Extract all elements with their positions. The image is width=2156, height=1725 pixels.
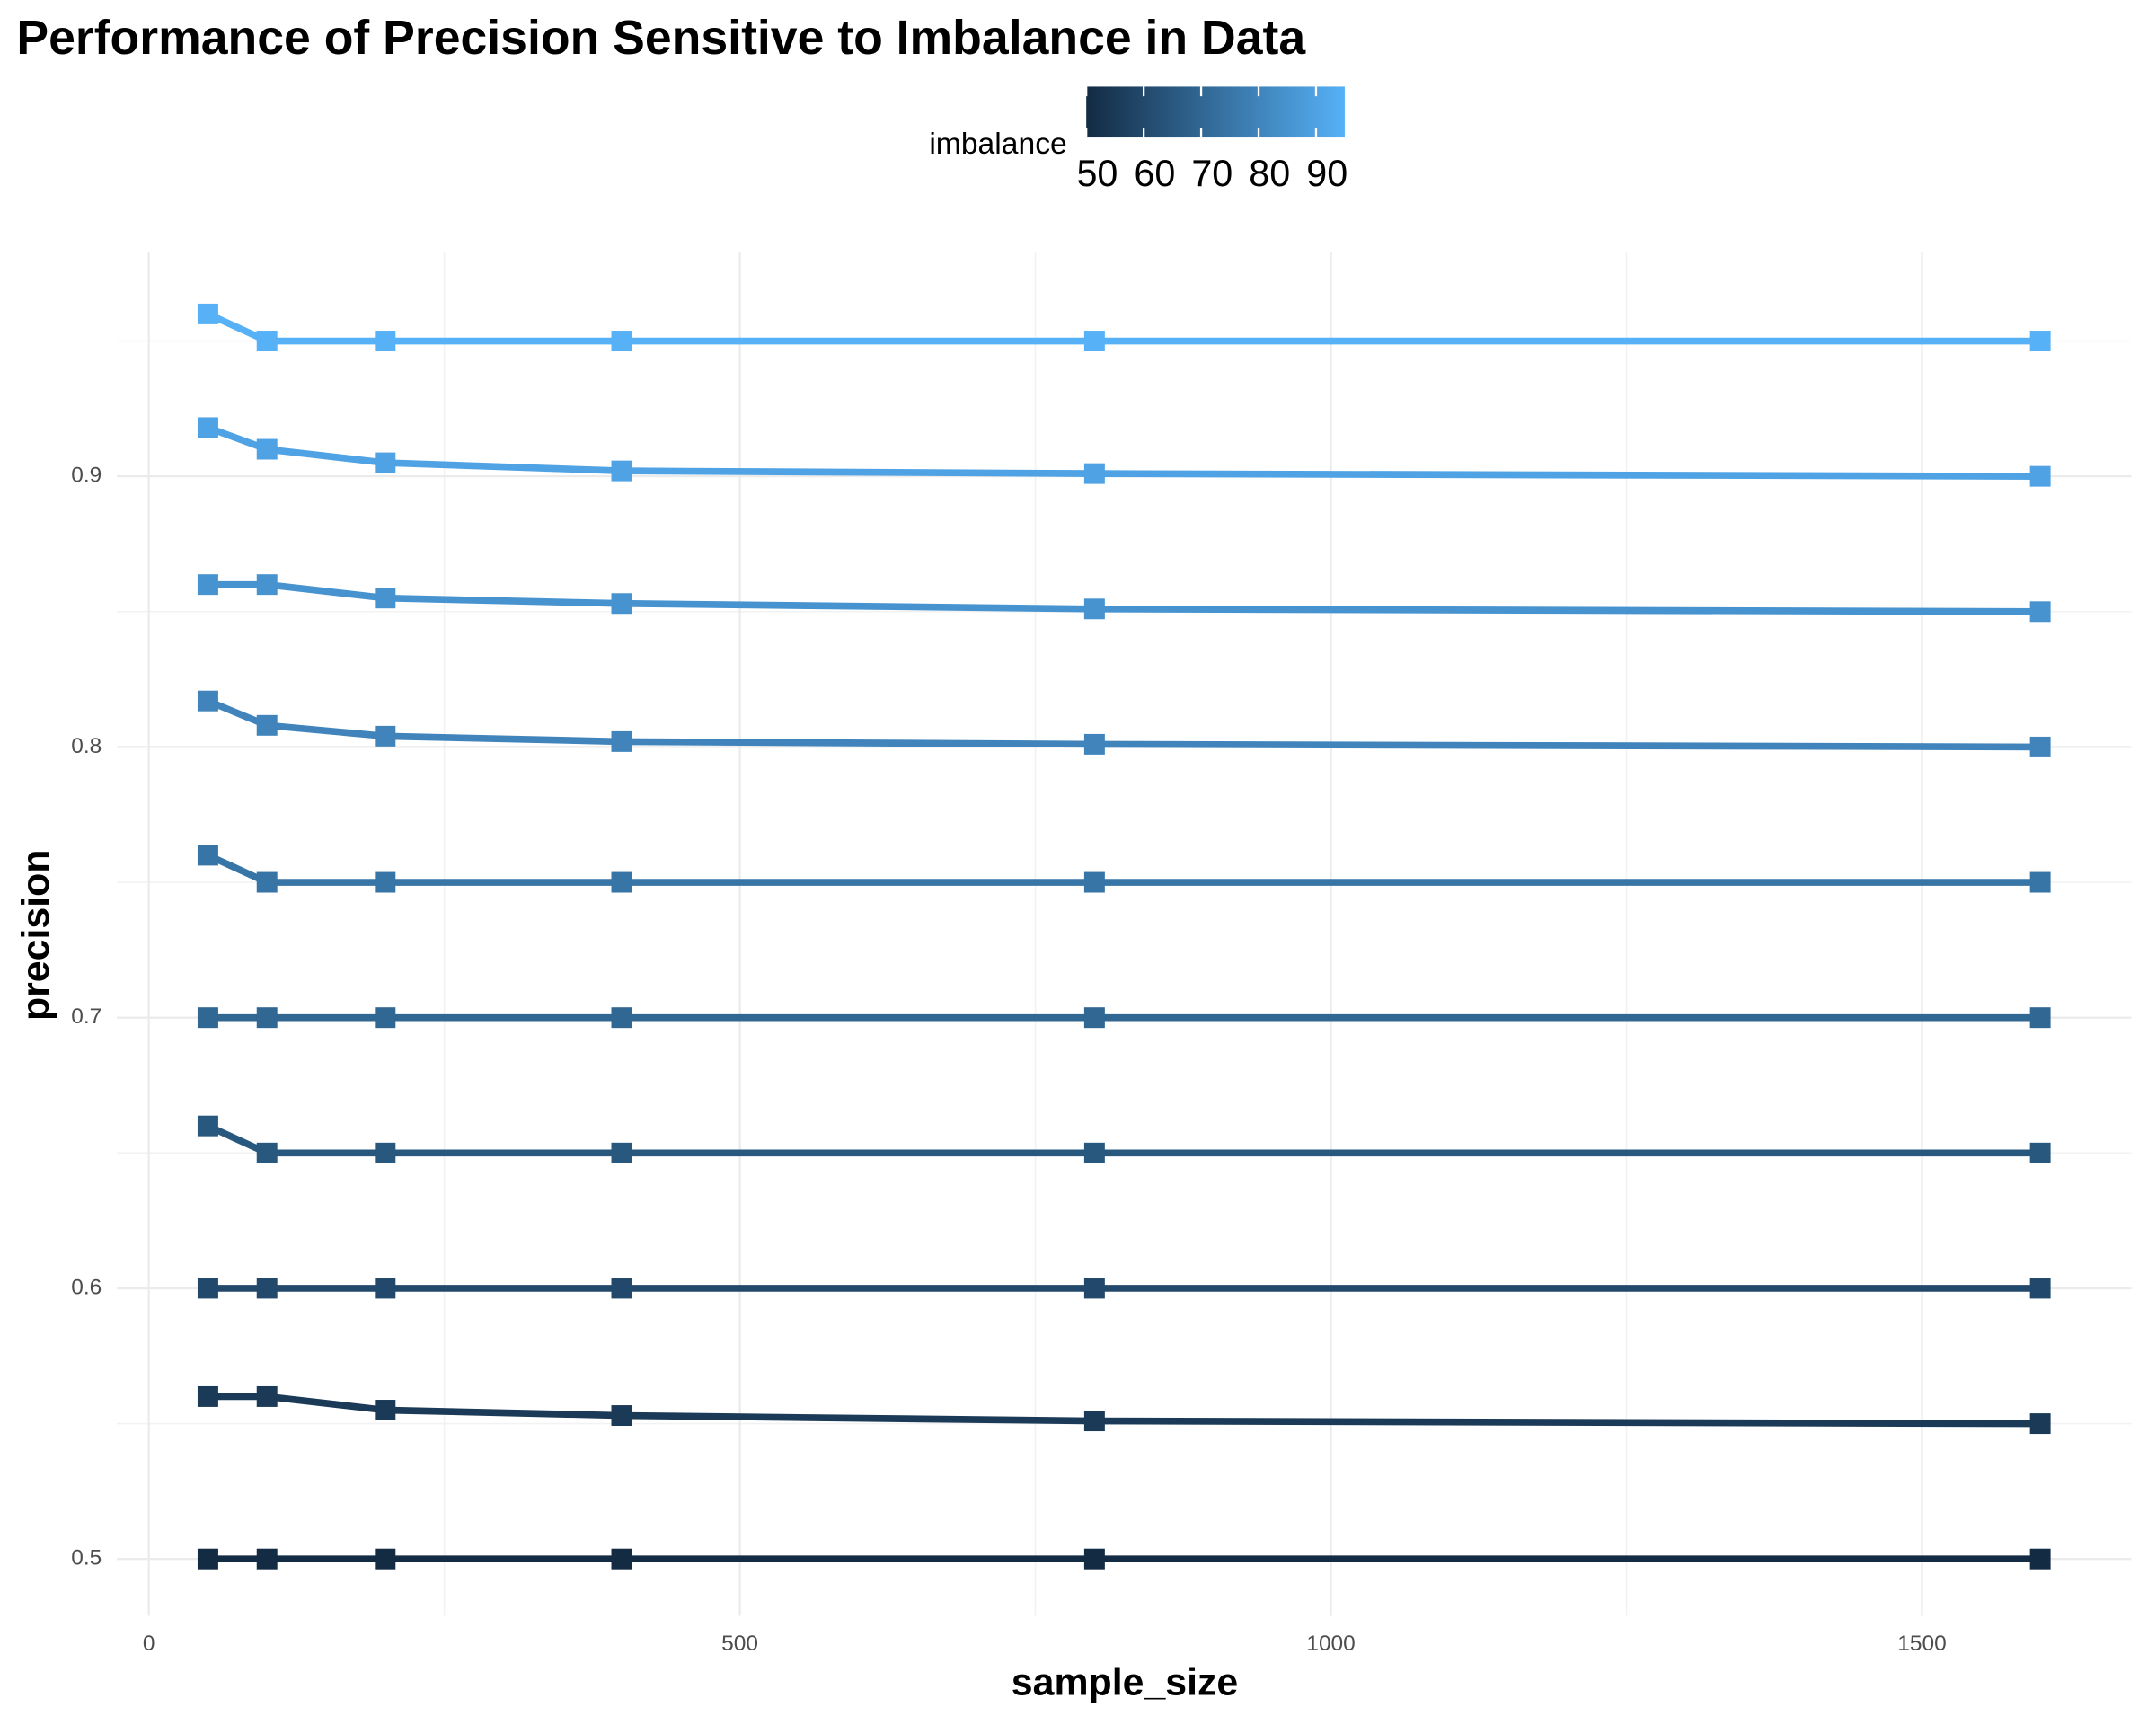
point — [375, 1007, 396, 1029]
point — [2029, 465, 2051, 487]
x-axis-title: sample_size — [1012, 1660, 1238, 1703]
chart-title: Performance of Precision Sensitive to Im… — [16, 12, 1306, 65]
point — [1083, 463, 1105, 484]
point — [375, 1548, 396, 1570]
series-line — [208, 1393, 2041, 1428]
point — [611, 1142, 632, 1163]
point — [2029, 331, 2051, 351]
point — [197, 574, 218, 596]
x-tick-label: 1000 — [1306, 1632, 1355, 1656]
point — [611, 1548, 632, 1570]
point — [611, 871, 632, 893]
point — [256, 1142, 278, 1163]
point — [197, 845, 218, 866]
point — [611, 730, 632, 752]
point — [256, 438, 278, 460]
series-line — [206, 852, 2041, 886]
y-tick-label: 0.7 — [71, 1004, 102, 1029]
y-tick-label: 0.9 — [71, 464, 102, 488]
y-axis-title: precision — [14, 850, 57, 1021]
point — [375, 331, 396, 351]
point — [256, 871, 278, 893]
point — [197, 690, 218, 712]
point — [1083, 1548, 1105, 1570]
legend-label: 90 — [1306, 153, 1348, 194]
point — [375, 1278, 396, 1299]
point — [611, 1278, 632, 1299]
point — [2029, 871, 2051, 893]
point — [197, 1278, 218, 1299]
series-line — [208, 580, 2041, 615]
point — [256, 1385, 278, 1407]
point — [375, 452, 396, 473]
point — [375, 1142, 396, 1163]
point — [1083, 1278, 1105, 1299]
legend-label: 80 — [1249, 153, 1290, 194]
legend-label: 50 — [1076, 153, 1118, 194]
x-tick-label: 500 — [721, 1632, 758, 1656]
point — [375, 1400, 396, 1420]
point — [197, 1548, 218, 1570]
x-tick-label: 1500 — [1897, 1632, 1946, 1656]
y-tick-label: 0.8 — [71, 734, 102, 758]
series-line — [206, 310, 2041, 345]
point — [256, 1548, 278, 1570]
point — [197, 1007, 218, 1029]
point — [1083, 1411, 1105, 1432]
point — [611, 593, 632, 615]
point — [256, 714, 278, 736]
point — [375, 588, 396, 609]
y-tick-label: 0.6 — [71, 1275, 102, 1299]
point — [1083, 733, 1105, 755]
series-line — [206, 697, 2041, 751]
point — [2029, 1278, 2051, 1299]
colorbar — [1086, 86, 1345, 138]
legend-label: 60 — [1134, 153, 1175, 194]
point — [256, 1278, 278, 1299]
point — [611, 331, 632, 351]
point — [375, 725, 396, 747]
legend-title: imbalance — [929, 128, 1066, 161]
point — [611, 1405, 632, 1427]
point — [197, 417, 218, 438]
point — [2029, 736, 2051, 757]
point — [1083, 331, 1105, 351]
point — [2029, 1142, 2051, 1163]
point — [375, 871, 396, 893]
x-tick-label: 0 — [143, 1632, 155, 1656]
point — [197, 303, 218, 324]
point — [197, 1115, 218, 1137]
point — [197, 1385, 218, 1407]
point — [611, 460, 632, 482]
point — [1083, 1007, 1105, 1029]
point — [611, 1007, 632, 1029]
legend-label: 70 — [1191, 153, 1233, 194]
series-line — [207, 424, 2041, 480]
point — [256, 331, 278, 351]
point — [2029, 1413, 2051, 1435]
point — [2029, 601, 2051, 623]
point — [256, 1007, 278, 1029]
point — [1083, 598, 1105, 620]
y-tick-label: 0.5 — [71, 1546, 102, 1570]
point — [1083, 1142, 1105, 1163]
point — [256, 574, 278, 596]
point — [2029, 1548, 2051, 1570]
point — [2029, 1007, 2051, 1029]
series-line — [206, 1122, 2041, 1157]
point — [1083, 871, 1105, 893]
